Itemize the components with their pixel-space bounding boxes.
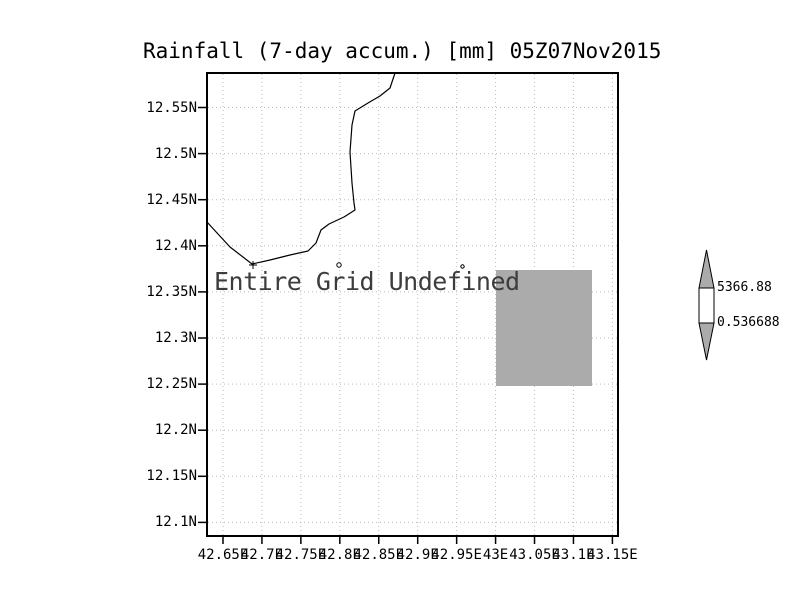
tick-marks [198, 106, 614, 544]
x-tick-label: 43.05E [509, 547, 560, 563]
plot-frame [206, 72, 619, 537]
colorbar-down-arrow [698, 322, 715, 361]
y-tick-label: 12.15N [146, 468, 197, 485]
coast-cross-marker [249, 261, 257, 269]
x-tick-label: 43E [482, 547, 509, 563]
coastline [206, 72, 396, 265]
colorbar-max-label: 5366.88 [717, 280, 772, 295]
colorbar-up-arrow [698, 249, 715, 289]
y-tick-label: 12.1N [154, 514, 197, 531]
colorbar-bar [698, 287, 715, 324]
y-tick-label: 12.4N [154, 237, 197, 254]
y-tick-label: 12.35N [146, 283, 197, 300]
x-tick-label: 42.8E [318, 547, 361, 563]
y-tick-label: 12.55N [146, 99, 197, 116]
colorbar-min-label: 0.536688 [717, 315, 780, 330]
y-tick-label: 12.3N [154, 330, 197, 346]
island-marker [460, 264, 465, 269]
colorbar [698, 249, 715, 361]
undefined-message: Entire Grid Undefined [214, 267, 520, 296]
shaded-region [496, 270, 592, 386]
x-tick-label: 42.65E [197, 547, 249, 563]
x-tick-label: 42.85E [353, 547, 405, 563]
x-tick-label: 42.95E [431, 547, 482, 563]
x-tick-label: 42.7E [240, 547, 284, 563]
plot-title: Rainfall (7-day accum.) [mm] 05Z07Nov201… [143, 39, 662, 63]
grid-lines [208, 74, 617, 535]
y-tick-label: 12.45N [146, 191, 197, 208]
island-marker [336, 262, 342, 268]
y-tick-label: 12.25N [146, 376, 197, 393]
y-tick-label: 12.5N [154, 145, 197, 162]
x-tick-label: 43.15E [587, 547, 638, 563]
x-tick-label: 42.9E [396, 547, 439, 563]
x-tick-label: 42.75E [275, 547, 327, 563]
x-tick-label: 43.1E [552, 547, 595, 563]
y-tick-label: 12.2N [154, 422, 197, 439]
